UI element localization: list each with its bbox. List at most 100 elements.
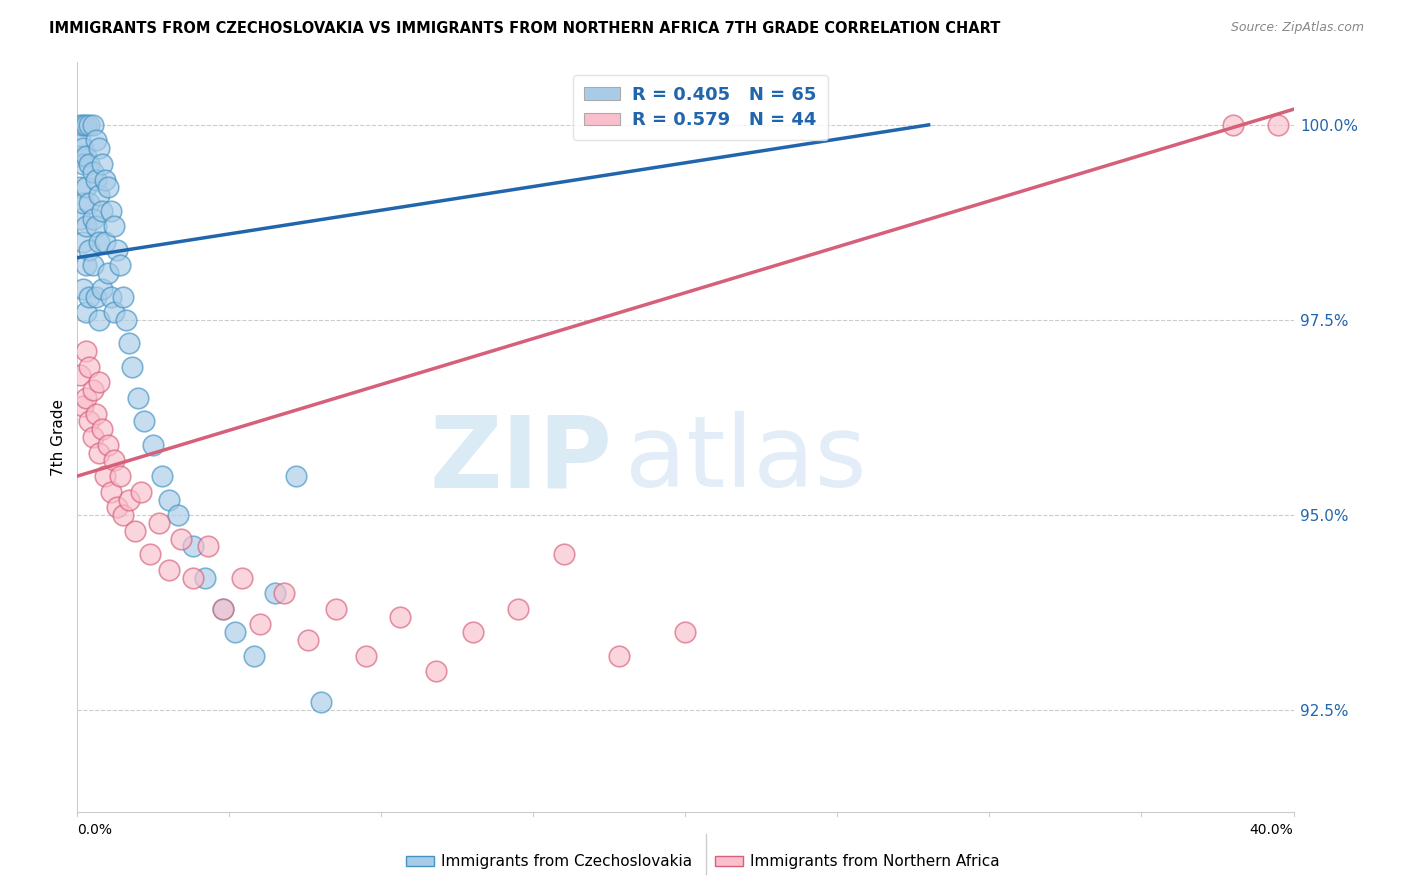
Point — [325, 601, 347, 615]
Point — [72, 195, 94, 210]
Point — [75, 305, 97, 319]
Point — [103, 453, 125, 467]
Point — [75, 258, 97, 272]
Y-axis label: 7th Grade: 7th Grade — [51, 399, 66, 475]
Point — [75, 118, 97, 132]
Point — [75, 344, 97, 359]
Point — [84, 407, 107, 421]
Point — [103, 305, 125, 319]
Point — [97, 266, 120, 280]
Point — [90, 282, 112, 296]
Point — [75, 219, 97, 234]
Point — [157, 563, 180, 577]
Point — [75, 391, 97, 405]
Point — [79, 414, 101, 428]
Point — [103, 219, 125, 234]
Text: 40.0%: 40.0% — [1250, 823, 1294, 838]
Point — [82, 211, 104, 226]
Point — [93, 469, 115, 483]
Point — [69, 180, 91, 194]
Text: atlas: atlas — [624, 411, 866, 508]
Point — [93, 235, 115, 249]
Text: Source: ZipAtlas.com: Source: ZipAtlas.com — [1230, 21, 1364, 34]
Point — [72, 157, 94, 171]
Point — [118, 336, 141, 351]
Point — [87, 376, 110, 390]
Point — [79, 195, 101, 210]
Point — [69, 149, 91, 163]
Point — [100, 289, 122, 303]
Point — [675, 625, 697, 640]
Point — [508, 601, 530, 615]
Point — [72, 282, 94, 296]
Point — [87, 235, 110, 249]
Point — [425, 664, 447, 678]
Point — [108, 258, 131, 272]
Point — [249, 617, 271, 632]
Point — [273, 586, 295, 600]
Point — [152, 469, 174, 483]
Point — [124, 524, 146, 538]
Point — [108, 469, 131, 483]
Point — [111, 289, 134, 303]
Point — [111, 508, 134, 522]
Point — [197, 540, 219, 554]
Point — [79, 157, 101, 171]
Point — [148, 516, 170, 530]
Point — [87, 141, 110, 155]
Text: 0.0%: 0.0% — [77, 823, 112, 838]
Point — [75, 149, 97, 163]
Point — [79, 359, 101, 374]
Point — [82, 430, 104, 444]
Point — [1222, 118, 1244, 132]
Point — [553, 547, 575, 561]
Point — [100, 203, 122, 218]
Point — [118, 492, 141, 507]
Point — [84, 289, 107, 303]
Point — [354, 648, 377, 663]
Point — [105, 500, 128, 515]
Point — [90, 157, 112, 171]
Point — [181, 570, 204, 584]
Point — [127, 391, 149, 405]
Point — [97, 438, 120, 452]
Point — [297, 632, 319, 647]
Point — [72, 399, 94, 413]
Legend: Immigrants from Czechoslovakia, Immigrants from Northern Africa: Immigrants from Czechoslovakia, Immigran… — [399, 848, 1007, 875]
Point — [79, 243, 101, 257]
Point — [84, 172, 107, 186]
Point — [97, 180, 120, 194]
Point — [79, 289, 101, 303]
Point — [461, 625, 484, 640]
Point — [309, 695, 332, 709]
Point — [388, 609, 411, 624]
Point — [90, 203, 112, 218]
Point — [129, 484, 152, 499]
Point — [82, 258, 104, 272]
Point — [224, 625, 246, 640]
Legend: R = 0.405   N = 65, R = 0.579   N = 44: R = 0.405 N = 65, R = 0.579 N = 44 — [572, 75, 828, 140]
Point — [84, 133, 107, 147]
Point — [72, 118, 94, 132]
Point — [121, 359, 143, 374]
Point — [100, 484, 122, 499]
Point — [115, 313, 138, 327]
Point — [157, 492, 180, 507]
Point — [170, 532, 193, 546]
Point — [72, 235, 94, 249]
Point — [285, 469, 308, 483]
Point — [69, 211, 91, 226]
Point — [87, 445, 110, 459]
Point — [69, 368, 91, 382]
Point — [90, 422, 112, 436]
Point — [1267, 118, 1289, 132]
Point — [166, 508, 188, 522]
Point — [93, 172, 115, 186]
Point — [212, 601, 235, 615]
Point — [72, 141, 94, 155]
Point — [264, 586, 287, 600]
Point — [82, 384, 104, 398]
Point — [87, 188, 110, 202]
Point — [69, 118, 91, 132]
Point — [84, 219, 107, 234]
